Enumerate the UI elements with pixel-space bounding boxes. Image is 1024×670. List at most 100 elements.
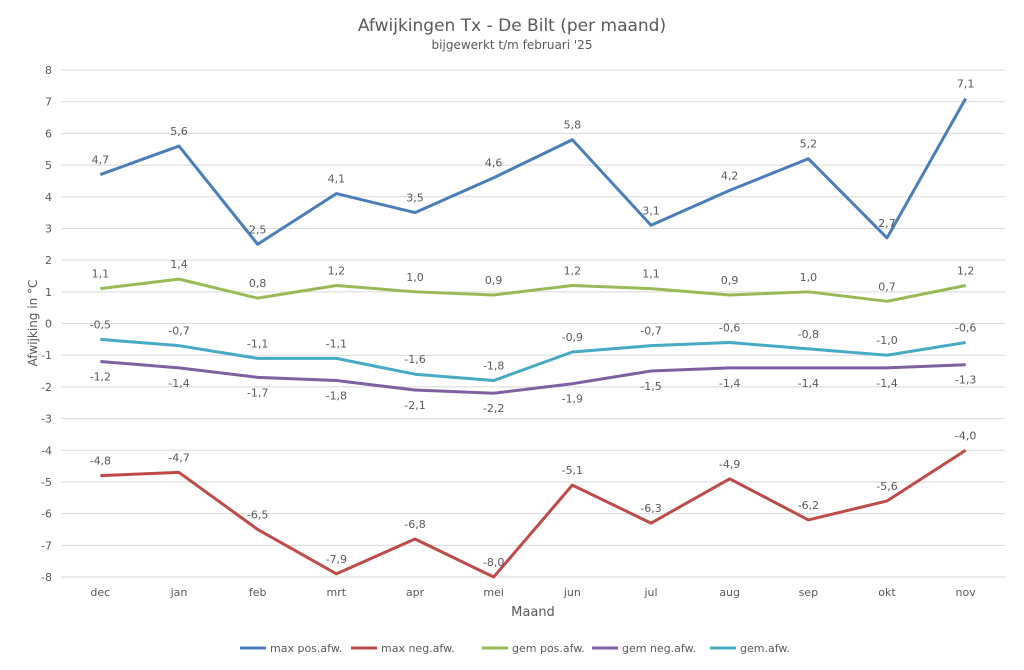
data-label: -7,9	[326, 553, 347, 566]
x-tick-label: nov	[956, 586, 977, 599]
data-label: 7,1	[957, 78, 975, 91]
y-tick-label: -5	[41, 476, 52, 489]
x-tick-label: dec	[90, 586, 110, 599]
data-label: -1,7	[247, 386, 268, 399]
legend-label: gem pos.afw.	[512, 642, 585, 655]
data-label: 1,1	[642, 268, 660, 281]
data-label: -1,8	[483, 360, 504, 373]
data-label: 5,6	[170, 125, 188, 138]
data-label: 2,5	[249, 223, 267, 236]
data-label: -1,4	[798, 377, 819, 390]
y-tick-label: 2	[45, 254, 52, 267]
y-tick-label: -2	[41, 381, 52, 394]
data-label: 1,4	[170, 258, 188, 271]
data-label: 0,9	[721, 274, 739, 287]
x-axis-label: Maand	[511, 605, 555, 620]
data-label: 1,0	[406, 271, 424, 284]
y-tick-label: -3	[41, 413, 52, 426]
series-line-2	[100, 277, 966, 303]
data-label: -2,1	[404, 399, 425, 412]
y-tick-label: 4	[45, 191, 52, 204]
data-label: -1,1	[247, 337, 268, 350]
x-tick-label: sep	[799, 586, 818, 599]
x-tick-label: jun	[563, 586, 581, 599]
data-label: -5,1	[562, 464, 583, 477]
data-label: -1,4	[876, 377, 897, 390]
data-label: -1,0	[876, 334, 897, 347]
series-line-4	[100, 337, 966, 383]
data-label: -4,7	[168, 451, 189, 464]
series-line-3	[100, 360, 966, 395]
data-label: 5,2	[800, 138, 818, 151]
data-label: 4,2	[721, 169, 739, 182]
y-tick-label: 6	[45, 127, 52, 140]
y-tick-label: -6	[41, 508, 52, 521]
chart-title: Afwijkingen Tx - De Bilt (per maand)	[358, 16, 666, 36]
data-label: 1,2	[328, 264, 346, 277]
data-label: 4,7	[92, 154, 110, 167]
x-tick-label: okt	[878, 586, 896, 599]
legend-label: gem neg.afw.	[622, 642, 696, 655]
y-tick-label: 8	[45, 64, 52, 77]
data-label: 4,6	[485, 157, 503, 170]
series-line-1	[100, 448, 967, 579]
data-label: 3,5	[406, 192, 424, 205]
x-tick-label: jul	[643, 586, 657, 599]
data-label: -0,8	[798, 328, 819, 341]
data-label: 1,2	[957, 264, 975, 277]
x-tick-label: mrt	[327, 586, 347, 599]
data-label: -1,8	[326, 390, 347, 403]
data-label: -2,2	[483, 402, 504, 415]
x-tick-label: jan	[170, 586, 188, 599]
data-label: -1,4	[719, 377, 740, 390]
x-tick-label: apr	[406, 586, 425, 599]
data-label: -8,0	[483, 556, 504, 569]
data-label: 2,7	[878, 217, 896, 230]
data-label: -1,2	[90, 371, 111, 384]
y-tick-label: 0	[45, 318, 52, 331]
data-label: -4,0	[955, 429, 976, 442]
y-tick-label: 5	[45, 159, 52, 172]
data-label: 5,8	[564, 119, 582, 132]
y-axis-label: Afwijking in °C	[26, 280, 40, 367]
data-label: -4,8	[90, 455, 111, 468]
data-label: -1,5	[640, 380, 661, 393]
data-label: -1,3	[955, 374, 976, 387]
data-label: -1,4	[168, 377, 189, 390]
data-label: -4,9	[719, 458, 740, 471]
data-label: -6,8	[404, 518, 425, 531]
y-tick-label: 7	[45, 96, 52, 109]
y-tick-label: 1	[45, 286, 52, 299]
chart-subtitle: bijgewerkt t/m februari '25	[432, 38, 593, 52]
data-label: -0,7	[168, 325, 189, 338]
legend-label: max neg.afw.	[381, 642, 455, 655]
data-label: -1,6	[404, 353, 425, 366]
data-label: -1,1	[326, 337, 347, 350]
y-tick-label: -8	[41, 571, 52, 584]
y-tick-label: -4	[41, 444, 52, 457]
data-label: 0,7	[878, 280, 896, 293]
data-label: -6,5	[247, 508, 268, 521]
data-label: 1,2	[564, 264, 582, 277]
data-label: 0,9	[485, 274, 503, 287]
x-tick-label: aug	[719, 586, 740, 599]
x-tick-label: feb	[249, 586, 267, 599]
data-label: -0,9	[562, 331, 583, 344]
data-label: 1,1	[92, 268, 110, 281]
data-label: -0,6	[719, 322, 740, 335]
data-label: -1,9	[562, 393, 583, 406]
legend-label: max pos.afw.	[270, 642, 342, 655]
x-tick-label: mei	[483, 586, 504, 599]
data-label: 1,0	[800, 271, 818, 284]
data-label: -5,6	[876, 480, 897, 493]
data-label: 4,1	[328, 173, 346, 186]
legend-label: gem.afw.	[740, 642, 790, 655]
series-line-0	[99, 97, 967, 246]
data-label: -0,7	[640, 325, 661, 338]
data-label: -6,2	[798, 499, 819, 512]
data-label: -0,6	[955, 322, 976, 335]
y-tick-label: -7	[41, 539, 52, 552]
data-label: 0,8	[249, 277, 267, 290]
data-label: -6,3	[640, 502, 661, 515]
